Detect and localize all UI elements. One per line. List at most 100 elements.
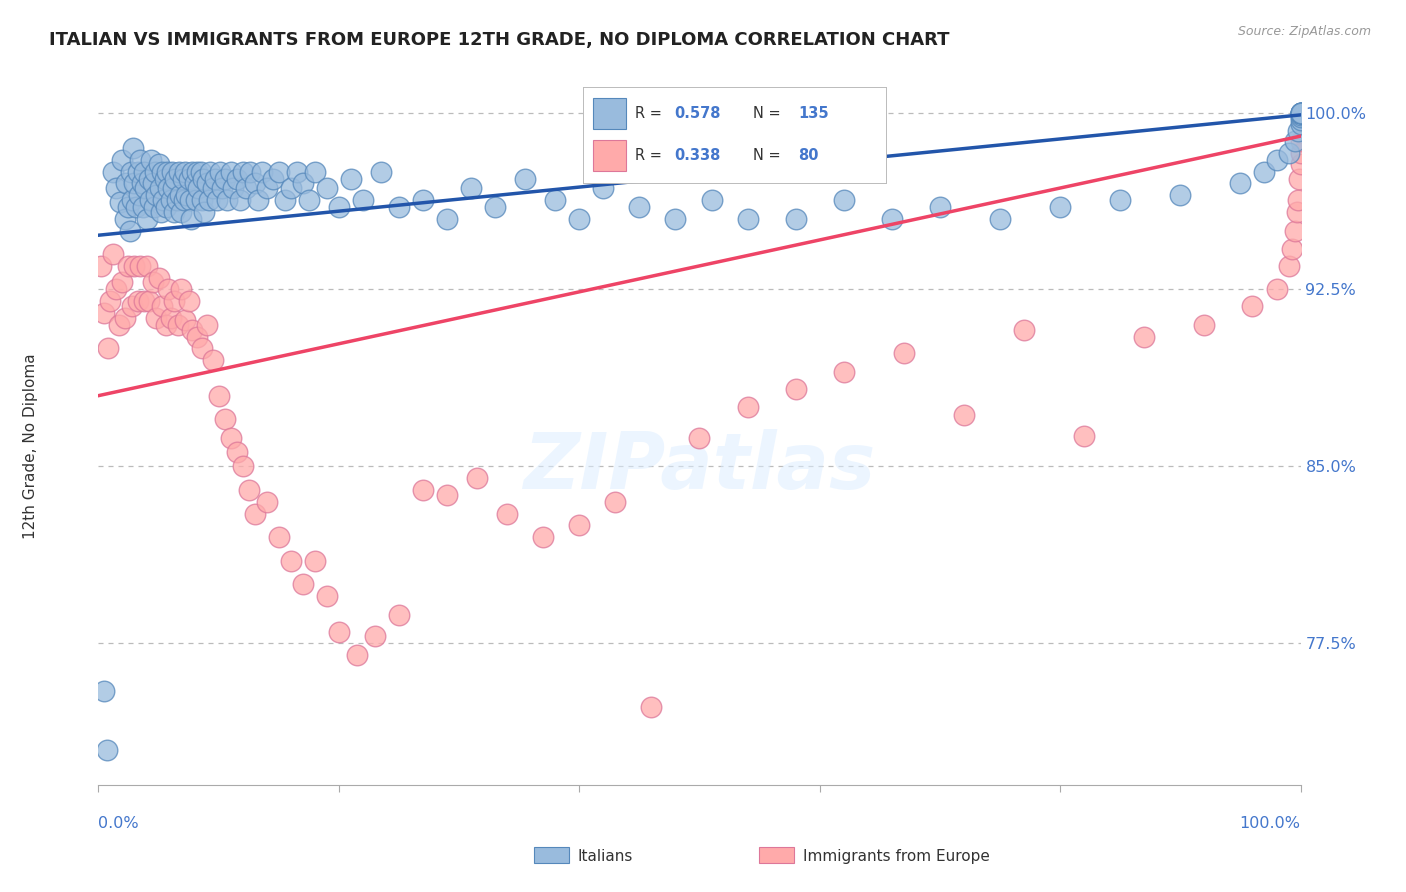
Point: [1277, 145, 1299, 160]
Point: [170, 204, 193, 219]
Text: ZIPatlas: ZIPatlas: [523, 429, 876, 505]
Point: [465, 471, 488, 485]
Point: [124, 259, 146, 273]
Text: N =: N =: [752, 148, 785, 163]
Point: [191, 193, 214, 207]
Point: [214, 171, 236, 186]
Point: [1289, 105, 1312, 120]
Point: [436, 488, 458, 502]
Text: 0.338: 0.338: [675, 148, 720, 163]
Point: [315, 589, 337, 603]
Point: [328, 624, 350, 639]
Point: [157, 283, 180, 297]
Point: [1012, 323, 1035, 337]
Point: [1289, 157, 1312, 171]
Point: [187, 181, 209, 195]
Point: [267, 164, 290, 178]
Point: [90, 259, 112, 273]
Point: [132, 164, 155, 178]
Point: [145, 188, 167, 202]
Point: [352, 193, 374, 207]
Point: [460, 181, 482, 195]
Point: [832, 365, 855, 379]
Point: [129, 259, 152, 273]
Point: [340, 171, 363, 186]
Point: [225, 171, 247, 186]
Point: [1289, 105, 1312, 120]
Point: [150, 299, 173, 313]
Text: ITALIAN VS IMMIGRANTS FROM EUROPE 12TH GRADE, NO DIPLOMA CORRELATION CHART: ITALIAN VS IMMIGRANTS FROM EUROPE 12TH G…: [49, 31, 949, 49]
Point: [138, 294, 160, 309]
Point: [304, 554, 326, 568]
Point: [346, 648, 368, 663]
Point: [174, 313, 197, 327]
Point: [101, 247, 124, 261]
Point: [111, 276, 134, 290]
Point: [737, 401, 759, 415]
Point: [1229, 177, 1251, 191]
Point: [162, 181, 184, 195]
Point: [1289, 145, 1312, 160]
Text: Italians: Italians: [578, 849, 633, 863]
Point: [160, 164, 183, 178]
Point: [436, 211, 458, 226]
Point: [219, 431, 242, 445]
Point: [141, 276, 163, 290]
Point: [186, 329, 208, 343]
Point: [1277, 259, 1299, 273]
Point: [544, 193, 567, 207]
Point: [239, 164, 262, 178]
Point: [1288, 171, 1310, 186]
Point: [111, 153, 134, 167]
Point: [628, 200, 651, 214]
Point: [1265, 283, 1288, 297]
Point: [291, 177, 314, 191]
Point: [880, 211, 903, 226]
Point: [280, 554, 302, 568]
Point: [120, 164, 142, 178]
Point: [174, 164, 197, 178]
Point: [1289, 105, 1312, 120]
Point: [93, 306, 115, 320]
Point: [163, 204, 186, 219]
Point: [195, 177, 218, 191]
Point: [988, 211, 1011, 226]
Point: [105, 181, 128, 195]
Point: [186, 164, 208, 178]
Point: [198, 193, 221, 207]
Point: [1285, 204, 1308, 219]
Point: [211, 181, 233, 195]
Point: [298, 193, 321, 207]
Point: [166, 193, 188, 207]
Point: [1289, 108, 1312, 122]
Point: [135, 259, 157, 273]
Text: Source: ZipAtlas.com: Source: ZipAtlas.com: [1237, 25, 1371, 38]
Point: [156, 164, 179, 178]
Point: [174, 188, 197, 202]
Point: [928, 200, 950, 214]
Point: [1289, 110, 1312, 124]
Point: [1289, 112, 1312, 127]
Point: [568, 518, 591, 533]
Point: [304, 164, 326, 178]
Point: [222, 181, 245, 195]
Point: [172, 171, 194, 186]
Point: [737, 211, 759, 226]
Text: N =: N =: [752, 105, 785, 120]
Text: 80: 80: [799, 148, 818, 163]
Point: [243, 177, 266, 191]
Point: [370, 164, 392, 178]
Point: [181, 164, 204, 178]
Point: [1241, 299, 1264, 313]
Point: [155, 318, 177, 332]
Point: [688, 431, 710, 445]
Point: [159, 310, 181, 325]
Point: [127, 164, 149, 178]
Point: [149, 181, 172, 195]
Point: [152, 193, 174, 207]
Point: [157, 181, 180, 195]
Point: [1289, 105, 1312, 120]
Point: [180, 211, 202, 226]
Point: [138, 171, 160, 186]
Point: [179, 193, 201, 207]
